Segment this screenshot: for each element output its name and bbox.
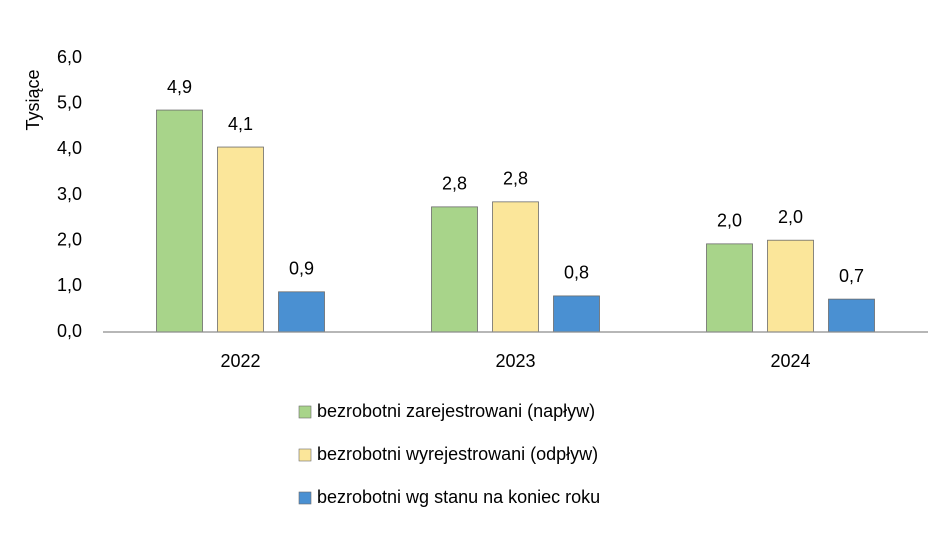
bar — [706, 243, 753, 333]
bar — [767, 239, 814, 333]
legend-label: bezrobotni wg stanu na koniec roku — [317, 487, 600, 507]
bar — [278, 291, 325, 333]
value-label: 0,9 — [289, 259, 314, 279]
y-tick-label: 1,0 — [57, 275, 82, 295]
bar — [217, 146, 264, 333]
y-tick-label: 6,0 — [57, 47, 82, 67]
bar — [431, 206, 478, 333]
bar — [492, 201, 539, 333]
legend-swatch — [298, 405, 312, 419]
legend-swatch — [298, 448, 312, 462]
value-label: 2,0 — [717, 211, 742, 231]
value-label: 0,7 — [839, 266, 864, 286]
legend-label: bezrobotni zarejestrowani (napływ) — [317, 401, 595, 421]
value-label: 4,9 — [167, 77, 192, 97]
value-label: 2,0 — [778, 207, 803, 227]
value-label: 0,8 — [564, 263, 589, 283]
bar — [553, 295, 600, 333]
value-label: 2,8 — [503, 169, 528, 189]
y-tick-label: 4,0 — [57, 138, 82, 158]
y-tick-label: 2,0 — [57, 229, 82, 249]
bar — [828, 298, 875, 333]
x-tick-label: 2024 — [770, 351, 810, 371]
legend-label: bezrobotni wyrejestrowani (odpływ) — [317, 444, 598, 464]
y-tick-label: 0,0 — [57, 321, 82, 341]
x-tick-label: 2023 — [495, 351, 535, 371]
bar — [156, 109, 203, 333]
value-label: 4,1 — [228, 114, 253, 134]
x-tick-label: 2022 — [220, 351, 260, 371]
y-tick-label: 5,0 — [57, 92, 82, 112]
y-tick-label: 3,0 — [57, 184, 82, 204]
value-label: 2,8 — [442, 174, 467, 194]
y-axis-label: Tysiące — [23, 69, 43, 130]
legend-swatch — [298, 491, 312, 505]
